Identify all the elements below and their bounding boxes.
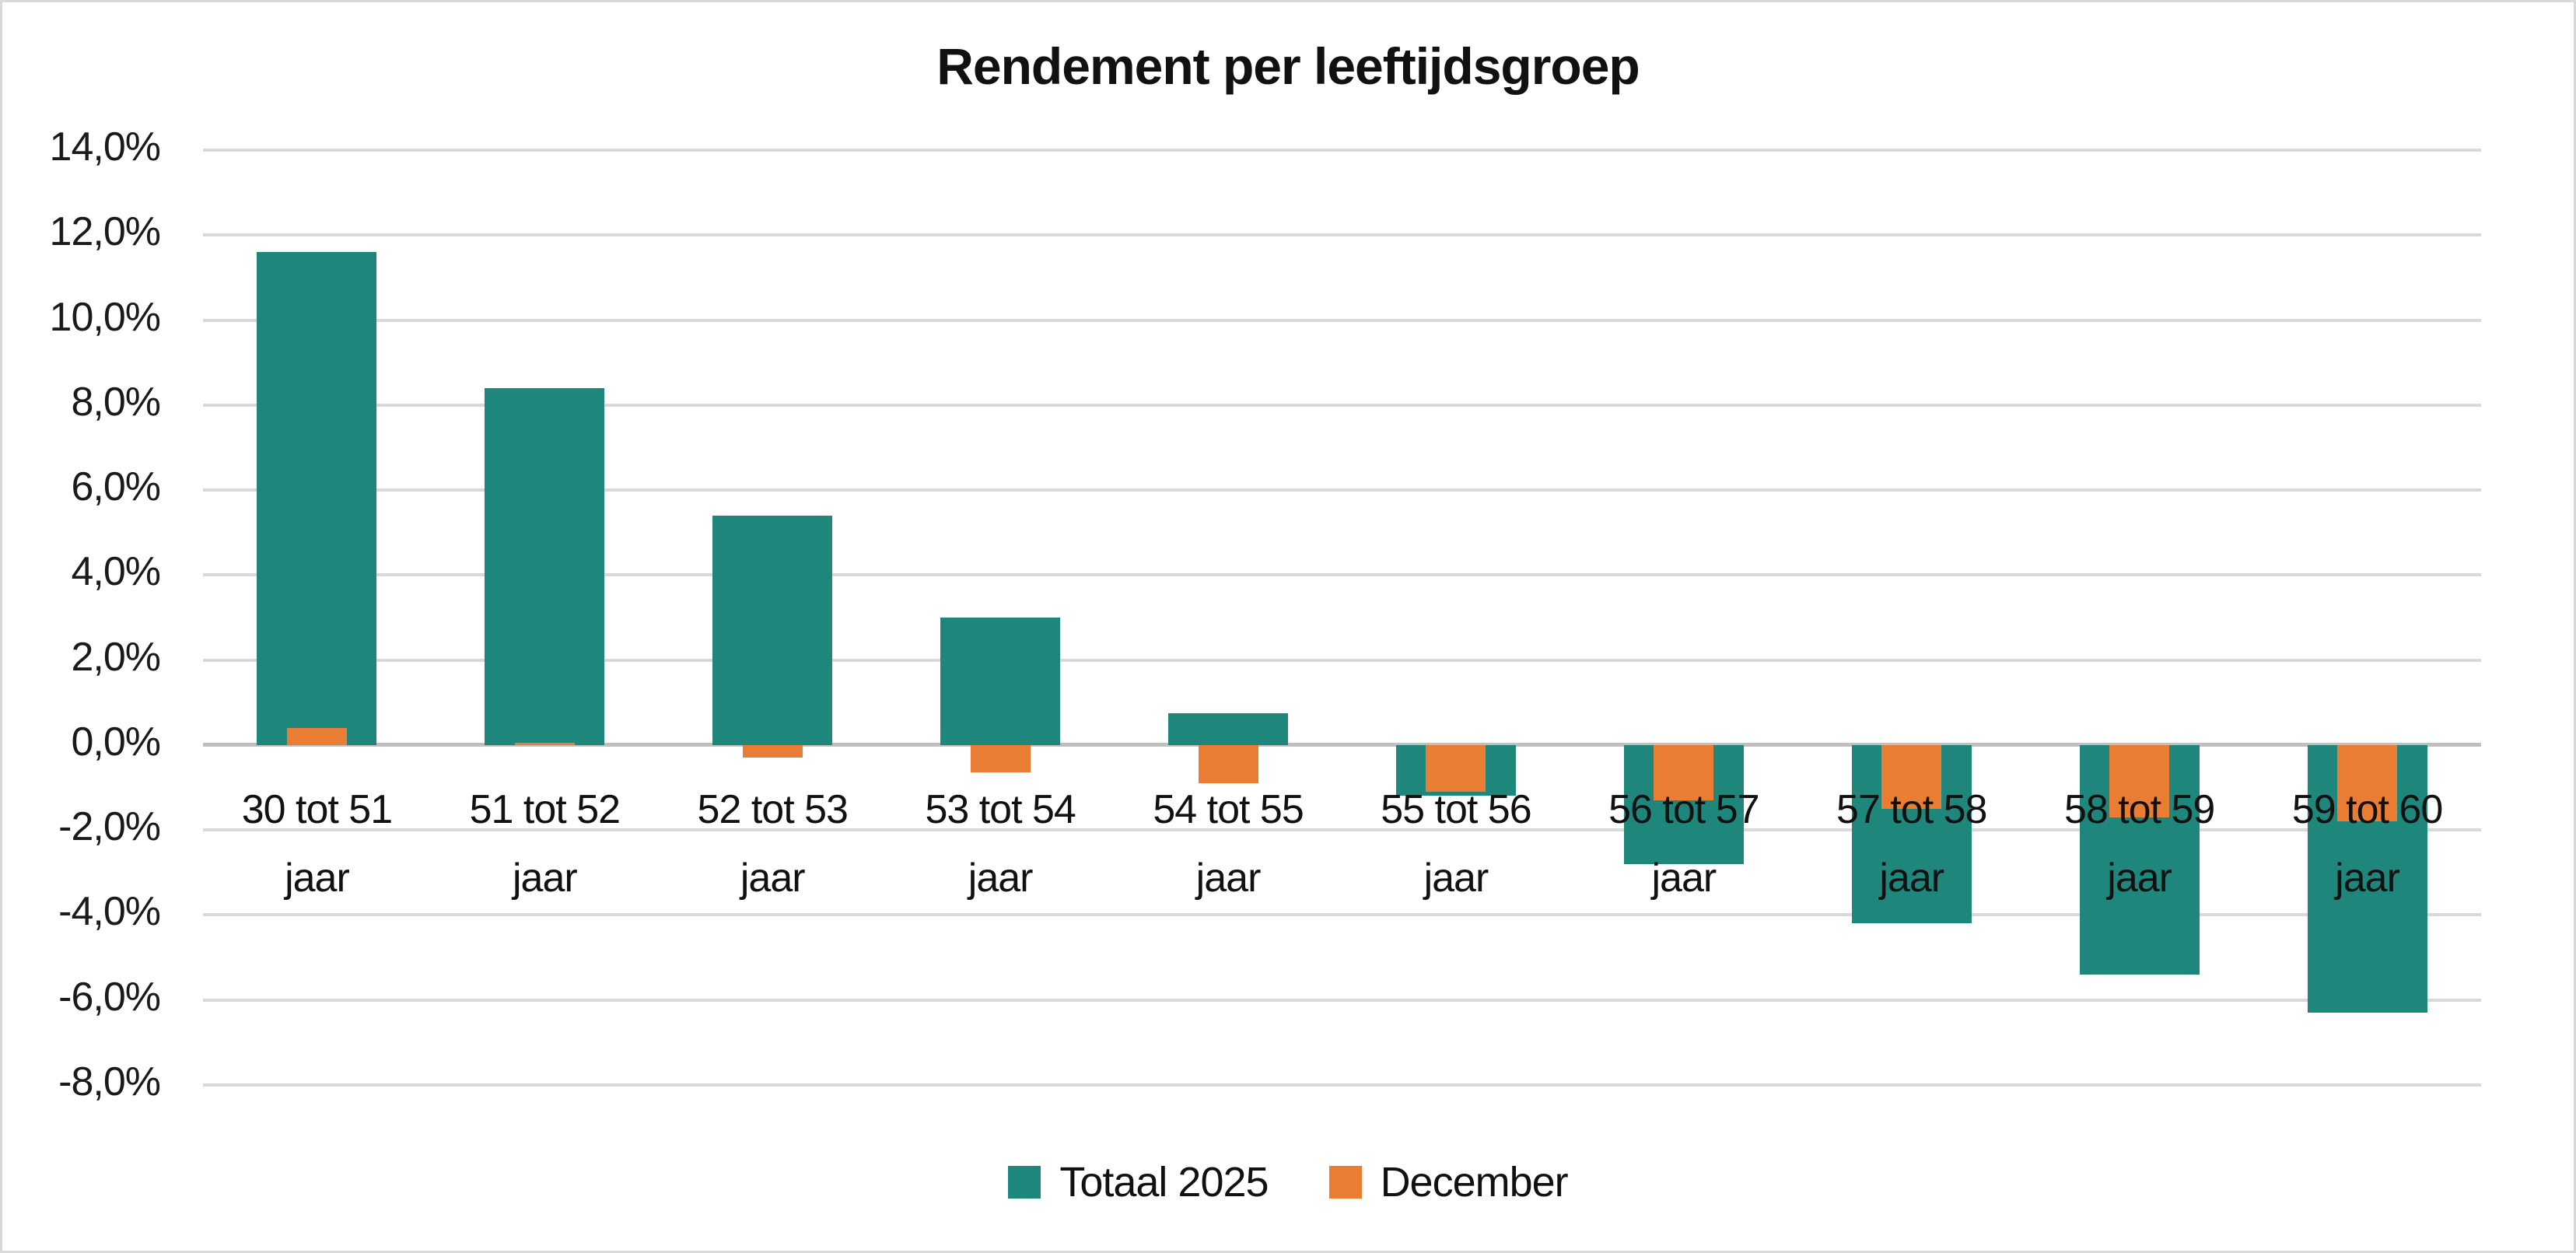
x-category-label: 59 tot 60 jaar <box>2253 775 2481 912</box>
x-category-label-line: 51 tot 52 <box>469 787 621 832</box>
gridline <box>203 1083 2481 1087</box>
gridline <box>203 318 2481 322</box>
legend-item-december: December <box>1328 1158 1569 1206</box>
x-category-label-line: jaar <box>512 856 578 901</box>
gridline <box>203 573 2481 577</box>
bar-december-9 <box>2337 744 2398 822</box>
x-category-label: 53 tot 54 jaar <box>887 775 1115 912</box>
bar-totaal-2025-0 <box>257 252 377 745</box>
x-category-label-line: jaar <box>2107 856 2172 901</box>
bar-december-4 <box>1198 744 1258 784</box>
x-category-label: 57 tot 58 jaar <box>1797 775 2025 912</box>
gridline <box>203 658 2481 662</box>
y-tick-label: 12,0% <box>49 209 161 255</box>
bar-totaal-2025-1 <box>485 387 605 745</box>
chart-title: Rendement per leeftijdsgroep <box>936 37 1640 95</box>
zero-axis-line <box>203 743 2481 747</box>
y-tick-label: 0,0% <box>71 719 161 765</box>
x-category-label-line: 53 tot 54 <box>925 787 1076 832</box>
bar-december-0 <box>286 728 347 745</box>
x-category-label: 55 tot 56 jaar <box>1342 775 1570 912</box>
y-tick-label: 10,0% <box>49 294 161 340</box>
gridline <box>203 149 2481 152</box>
y-tick-label: -8,0% <box>58 1059 161 1104</box>
x-category-label: 58 tot 59 jaar <box>2025 775 2253 912</box>
x-category-label: 51 tot 52 jaar <box>431 775 659 912</box>
x-category-label-line: 54 tot 55 <box>1153 787 1304 832</box>
gridline <box>203 998 2481 1002</box>
legend-swatch-icon <box>1328 1166 1362 1199</box>
x-category-label-line: 55 tot 56 <box>1381 787 1531 832</box>
gridline <box>203 233 2481 237</box>
y-tick-label: -6,0% <box>58 974 161 1020</box>
bar-totaal-2025-4 <box>1168 712 1289 745</box>
x-category-label: 54 tot 55 jaar <box>1115 775 1342 912</box>
legend-label: December <box>1380 1159 1569 1206</box>
gridline <box>203 828 2481 832</box>
bar-december-3 <box>970 744 1031 773</box>
legend: Totaal 2025 December <box>2 1158 2574 1206</box>
x-category-label-line: jaar <box>285 856 350 901</box>
legend-swatch-icon <box>1008 1166 1041 1199</box>
gridline <box>203 913 2481 917</box>
x-category-label-line: jaar <box>1651 856 1717 901</box>
legend-label: Totaal 2025 <box>1059 1159 1269 1206</box>
x-category-label-line: jaar <box>1423 856 1489 901</box>
bar-december-1 <box>514 743 575 745</box>
x-category-label-line: 52 tot 53 <box>697 787 849 832</box>
y-tick-label: -2,0% <box>58 804 161 850</box>
y-tick-label: 14,0% <box>49 124 161 170</box>
bar-december-5 <box>1426 744 1486 792</box>
y-tick-label: 6,0% <box>71 464 161 510</box>
x-category-label-line: 30 tot 51 <box>241 787 393 832</box>
x-category-label-line: 57 tot 58 <box>1836 787 1987 832</box>
gridline <box>203 488 2481 492</box>
y-tick-label: -4,0% <box>58 889 161 935</box>
x-category-label-line: 56 tot 57 <box>1608 787 1759 832</box>
bar-totaal-2025-2 <box>712 515 833 745</box>
bar-totaal-2025-3 <box>940 618 1061 745</box>
x-category-label: 56 tot 57 jaar <box>1570 775 1797 912</box>
x-category-label-line: jaar <box>968 856 1034 901</box>
x-category-label: 52 tot 53 jaar <box>659 775 887 912</box>
x-category-label-line: jaar <box>1195 856 1262 901</box>
bar-december-6 <box>1654 744 1714 800</box>
legend-item-totaal-2025: Totaal 2025 <box>1008 1158 1269 1206</box>
x-category-label: 30 tot 51 jaar <box>203 775 431 912</box>
y-tick-label: 4,0% <box>71 549 161 595</box>
gridline <box>203 403 2481 407</box>
bar-december-2 <box>742 744 803 758</box>
x-category-label-line: jaar <box>740 856 806 901</box>
y-tick-label: 8,0% <box>71 379 161 425</box>
bar-december-8 <box>2109 744 2170 817</box>
x-category-label-line: jaar <box>2335 856 2400 901</box>
x-category-label-line: jaar <box>1879 856 1944 901</box>
x-category-label-line: 58 tot 59 <box>2063 787 2215 832</box>
x-category-label-line: 59 tot 60 <box>2291 787 2443 832</box>
bar-december-7 <box>1881 744 1942 809</box>
y-tick-label: 2,0% <box>71 634 161 680</box>
